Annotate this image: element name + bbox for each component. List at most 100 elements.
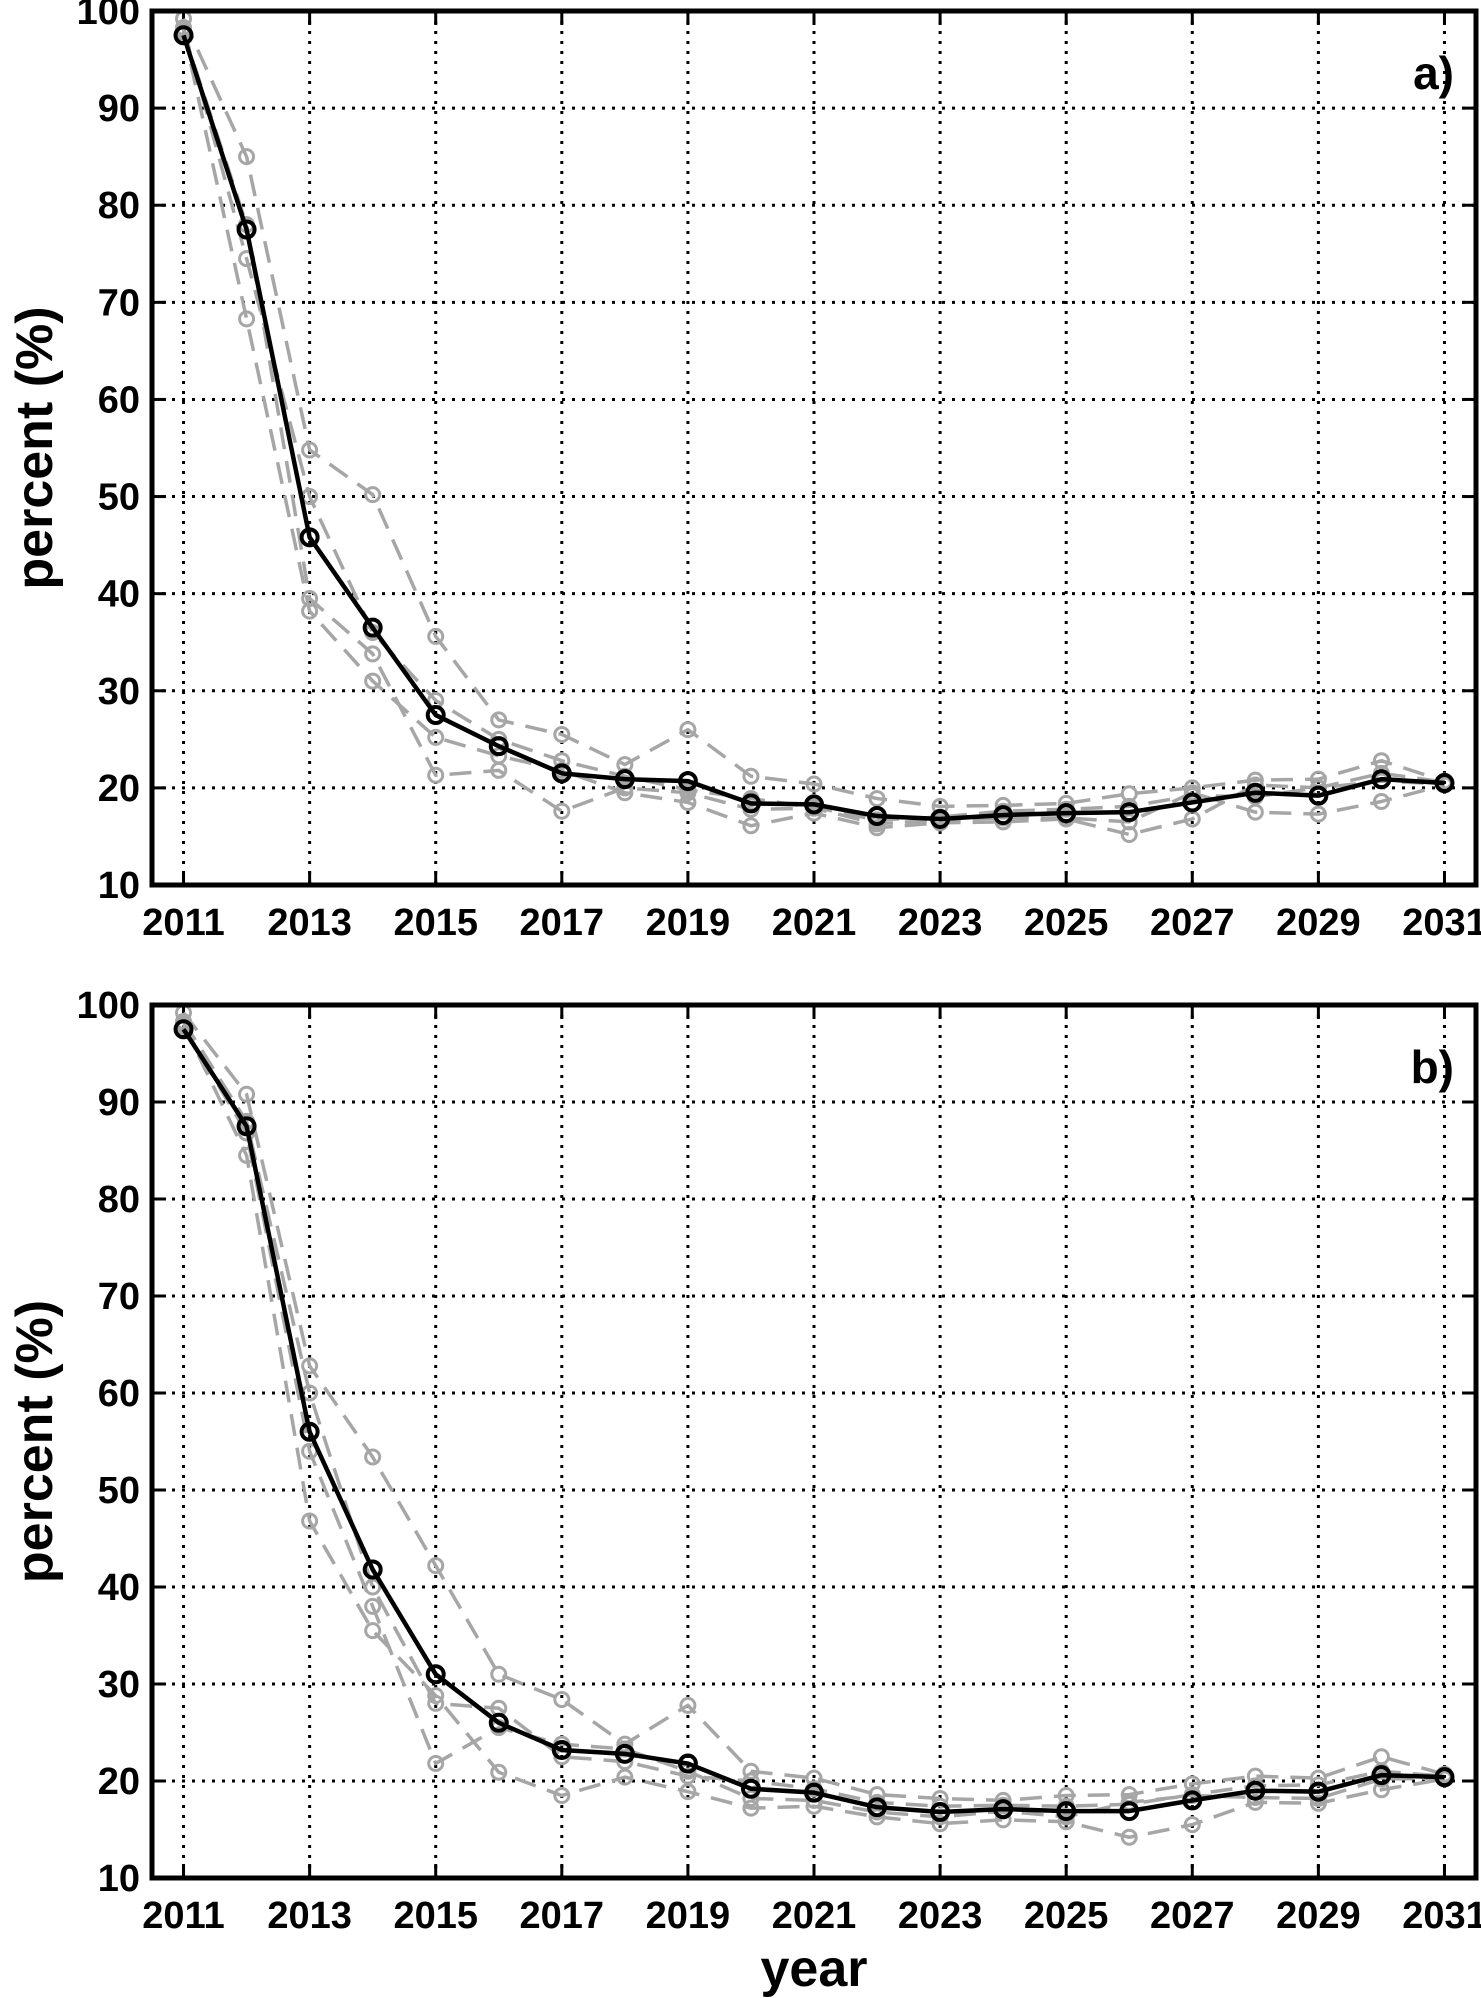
x-tick-label: 2029: [1276, 902, 1361, 944]
ensemble-point: [238, 1085, 256, 1103]
ensemble-point: [238, 148, 256, 166]
x-tick-label: 2023: [898, 902, 983, 944]
mean-point: [173, 25, 194, 46]
mean-point: [362, 1559, 383, 1580]
ensemble-point: [175, 1012, 193, 1030]
mean-point: [740, 1778, 761, 1799]
mean-point: [488, 736, 509, 757]
y-tick-label: 70: [98, 1276, 140, 1318]
x-tick-label: 2015: [393, 902, 478, 944]
y-tick-label: 80: [98, 1179, 140, 1221]
mean-point: [1308, 1781, 1329, 1802]
ensemble-point: [364, 486, 382, 504]
ensemble-point: [364, 1597, 382, 1615]
x-tick-label: 2025: [1024, 902, 1109, 944]
chart-panel-b: 2011 2013 2015 2017 2019 2021 2023 2025 2027 2029…: [6, 985, 1481, 1998]
ensemble-point: [1057, 1813, 1075, 1831]
ensemble-point: [553, 1691, 571, 1709]
mean-point: [1119, 1801, 1140, 1822]
mean-point: [677, 771, 698, 792]
y-tick-label: 50: [98, 477, 140, 519]
ensemble-point: [427, 728, 445, 746]
x-tick-label: 2021: [772, 1895, 857, 1937]
ensemble-point: [301, 441, 319, 459]
y-tick-label: 100: [77, 985, 140, 1027]
mean-point: [1371, 1765, 1392, 1786]
x-tick-label: 2013: [267, 1895, 352, 1937]
x-tick-label: 2031: [1402, 1895, 1481, 1937]
ensemble-point: [301, 1357, 319, 1375]
mean-point: [804, 1782, 824, 1803]
mean-point: [1245, 782, 1266, 803]
ensemble-point: [1246, 803, 1264, 821]
x-tick-label: 2011: [142, 902, 224, 944]
y-tick-label: 60: [98, 379, 140, 421]
mean-series-line: [181, 34, 1445, 822]
ensemble-point: [553, 752, 571, 770]
ensemble-point: [490, 1665, 508, 1683]
x-tick-label: 2019: [646, 1895, 731, 1937]
ensemble-point: [1309, 805, 1327, 823]
ensemble-point: [490, 711, 508, 729]
ensemble-point: [301, 590, 319, 608]
x-tick-label: 2013: [267, 902, 352, 944]
mean-point: [299, 1421, 320, 1442]
series-1: [175, 10, 1453, 815]
ensemble-point: [364, 645, 382, 663]
mean-point: [488, 1712, 509, 1733]
mean-point: [425, 705, 446, 726]
chart-panel-a: 2011 2013 2015 2017 2019 2021 2023 2025 2027 2029…: [6, 0, 1481, 944]
mean-point: [173, 1019, 194, 1040]
y-tick-label: 10: [98, 1858, 140, 1900]
mean-point: [867, 806, 888, 827]
ensemble-point: [1120, 1828, 1138, 1846]
y-tick-label: 10: [98, 865, 140, 907]
mean-point: [362, 617, 383, 638]
mean-point: [1371, 769, 1392, 790]
x-tick-label: 2011: [142, 1895, 224, 1937]
mean-point: [1119, 802, 1140, 823]
ensemble-point: [490, 761, 508, 779]
x-tick-label: 2027: [1150, 902, 1235, 944]
x-tick-label: 2015: [393, 1895, 478, 1937]
mean-point: [1434, 1767, 1455, 1788]
x-tick-label: 2025: [1024, 1895, 1109, 1937]
ensemble-point: [1246, 1793, 1264, 1811]
ensemble-point: [364, 672, 382, 690]
series-3: [175, 1017, 1453, 1826]
mean-point: [425, 1664, 446, 1685]
ensemble-point: [1309, 1794, 1327, 1812]
y-tick-label: 20: [98, 768, 140, 810]
y-axis-title: percent (%): [6, 1300, 64, 1583]
ensemble-point: [679, 1783, 697, 1801]
ensemble-point: [616, 1735, 634, 1753]
x-tick-label: 2017: [520, 1895, 605, 1937]
mean-point: [930, 1802, 951, 1823]
plot-frame: [149, 1002, 1479, 1881]
ensemble-point: [742, 1789, 760, 1807]
mean-point: [1182, 1790, 1203, 1811]
mean-point: [614, 769, 635, 790]
y-tick-label: 90: [98, 1082, 140, 1124]
mean-point: [551, 763, 572, 784]
ensemble-point: [553, 725, 571, 743]
ensemble-series-line: [182, 1025, 1445, 1819]
y-tick-label: 30: [98, 1664, 140, 1706]
ensemble-point: [553, 802, 571, 820]
mean-point: [551, 1739, 572, 1760]
ensemble-point: [742, 1762, 760, 1780]
ensemble-point: [364, 1622, 382, 1640]
ensemble-point: [427, 1755, 445, 1773]
x-tick-label: 2029: [1276, 1895, 1361, 1937]
ensemble-point: [490, 1763, 508, 1781]
x-tick-label: 2031: [1402, 902, 1481, 944]
ensemble-point: [427, 766, 445, 784]
ensemble-point: [742, 1799, 760, 1817]
x-tick-label: 2023: [898, 1895, 983, 1937]
series-2: [175, 1015, 1453, 1846]
ensemble-series-line: [182, 1011, 1445, 1803]
ensemble-point: [1183, 1816, 1201, 1834]
ensemble-point: [364, 1578, 382, 1596]
ensemble-series-line: [182, 1020, 1445, 1808]
